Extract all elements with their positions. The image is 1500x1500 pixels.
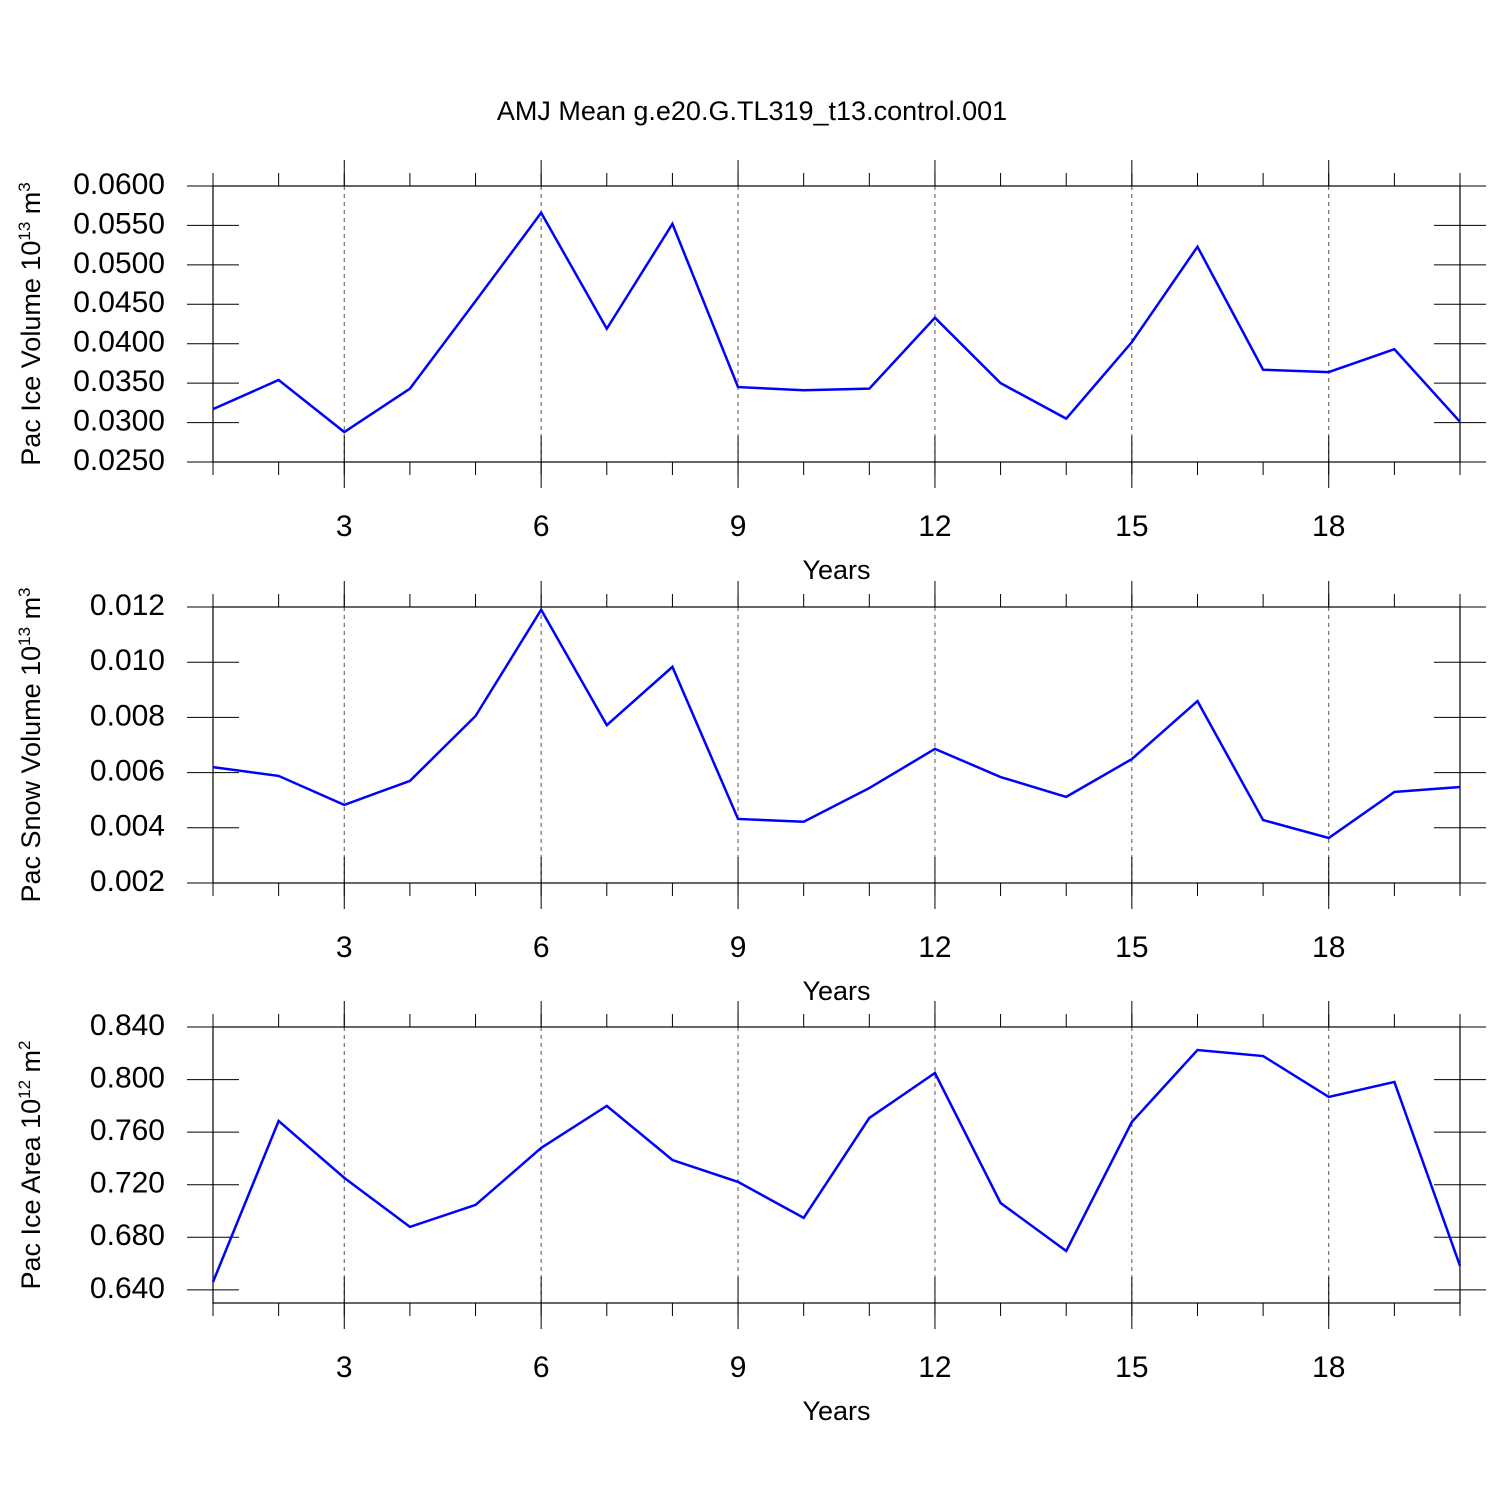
y-axis-label-part: m [16, 1050, 46, 1080]
y-axis-label-part: m [16, 192, 46, 222]
y-tick-label: 0.0500 [73, 247, 165, 280]
y-axis-label-part: Pac Ice Volume 10 [16, 241, 46, 466]
y-axis-label-exponent: 13 [15, 222, 34, 241]
x-axis-label: Years [802, 1396, 870, 1426]
y-tick-label: 0.0450 [73, 286, 165, 319]
x-tick-label: 12 [918, 1351, 951, 1384]
y-tick-label: 0.0550 [73, 207, 165, 240]
y-axis-label-exponent: 3 [15, 182, 34, 191]
y-tick-label: 0.012 [90, 589, 165, 622]
y-axis-label-part: m [16, 597, 46, 627]
chart-title: AMJ Mean g.e20.G.TL319_t13.control.001 [497, 96, 1007, 126]
x-axis-label: Years [802, 555, 870, 585]
x-tick-label: 18 [1312, 1351, 1345, 1384]
x-tick-label: 6 [533, 510, 550, 543]
y-tick-label: 0.640 [90, 1272, 165, 1305]
x-tick-label: 9 [730, 1351, 747, 1384]
x-tick-label: 9 [730, 931, 747, 964]
y-axis-label-part: Pac Snow Volume 10 [16, 646, 46, 903]
x-tick-label: 15 [1115, 510, 1148, 543]
y-axis-label-part: Pac Ice Area 10 [16, 1099, 46, 1290]
data-line [212, 607, 1461, 840]
y-tick-label: 0.720 [90, 1167, 165, 1200]
x-tick-label: 15 [1115, 931, 1148, 964]
y-tick-label: 0.0250 [73, 444, 165, 477]
y-axis-label: Pac Snow Volume 1013 m3 [15, 587, 46, 902]
y-axis-label-exponent: 12 [15, 1080, 34, 1099]
y-axis-label-exponent: 2 [15, 1040, 34, 1049]
y-axis-label-exponent: 13 [15, 627, 34, 646]
x-tick-label: 3 [336, 931, 353, 964]
x-tick-label: 3 [336, 510, 353, 543]
y-tick-label: 0.0300 [73, 404, 165, 437]
y-tick-label: 0.0600 [73, 168, 165, 201]
y-tick-label: 0.010 [90, 644, 165, 677]
y-tick-label: 0.800 [90, 1061, 165, 1094]
x-tick-label: 12 [918, 931, 951, 964]
y-tick-label: 0.0350 [73, 365, 165, 398]
y-tick-label: 0.006 [90, 755, 165, 788]
x-tick-label: 15 [1115, 1351, 1148, 1384]
plot-frame [212, 606, 1461, 884]
y-tick-label: 0.840 [90, 1009, 165, 1042]
x-tick-label: 3 [336, 1351, 353, 1384]
y-axis-label: Pac Ice Volume 1013 m3 [15, 182, 46, 466]
y-tick-label: 0.008 [90, 699, 165, 732]
data-line [211, 1048, 1462, 1283]
data-line [212, 210, 1461, 434]
plot-frame [212, 1026, 1461, 1304]
y-tick-label: 0.680 [90, 1219, 165, 1252]
x-tick-label: 12 [918, 510, 951, 543]
plot-frame [212, 185, 1461, 463]
y-tick-label: 0.004 [90, 810, 165, 843]
x-tick-label: 6 [533, 1351, 550, 1384]
y-tick-label: 0.760 [90, 1114, 165, 1147]
x-tick-label: 9 [730, 510, 747, 543]
x-tick-label: 18 [1312, 510, 1345, 543]
y-tick-label: 0.0400 [73, 326, 165, 359]
x-tick-label: 6 [533, 931, 550, 964]
x-tick-label: 18 [1312, 931, 1345, 964]
x-axis-label: Years [802, 976, 870, 1006]
y-tick-label: 0.002 [90, 865, 165, 898]
y-axis-label-exponent: 3 [15, 587, 34, 596]
y-axis-label: Pac Ice Area 1012 m2 [15, 1040, 46, 1289]
